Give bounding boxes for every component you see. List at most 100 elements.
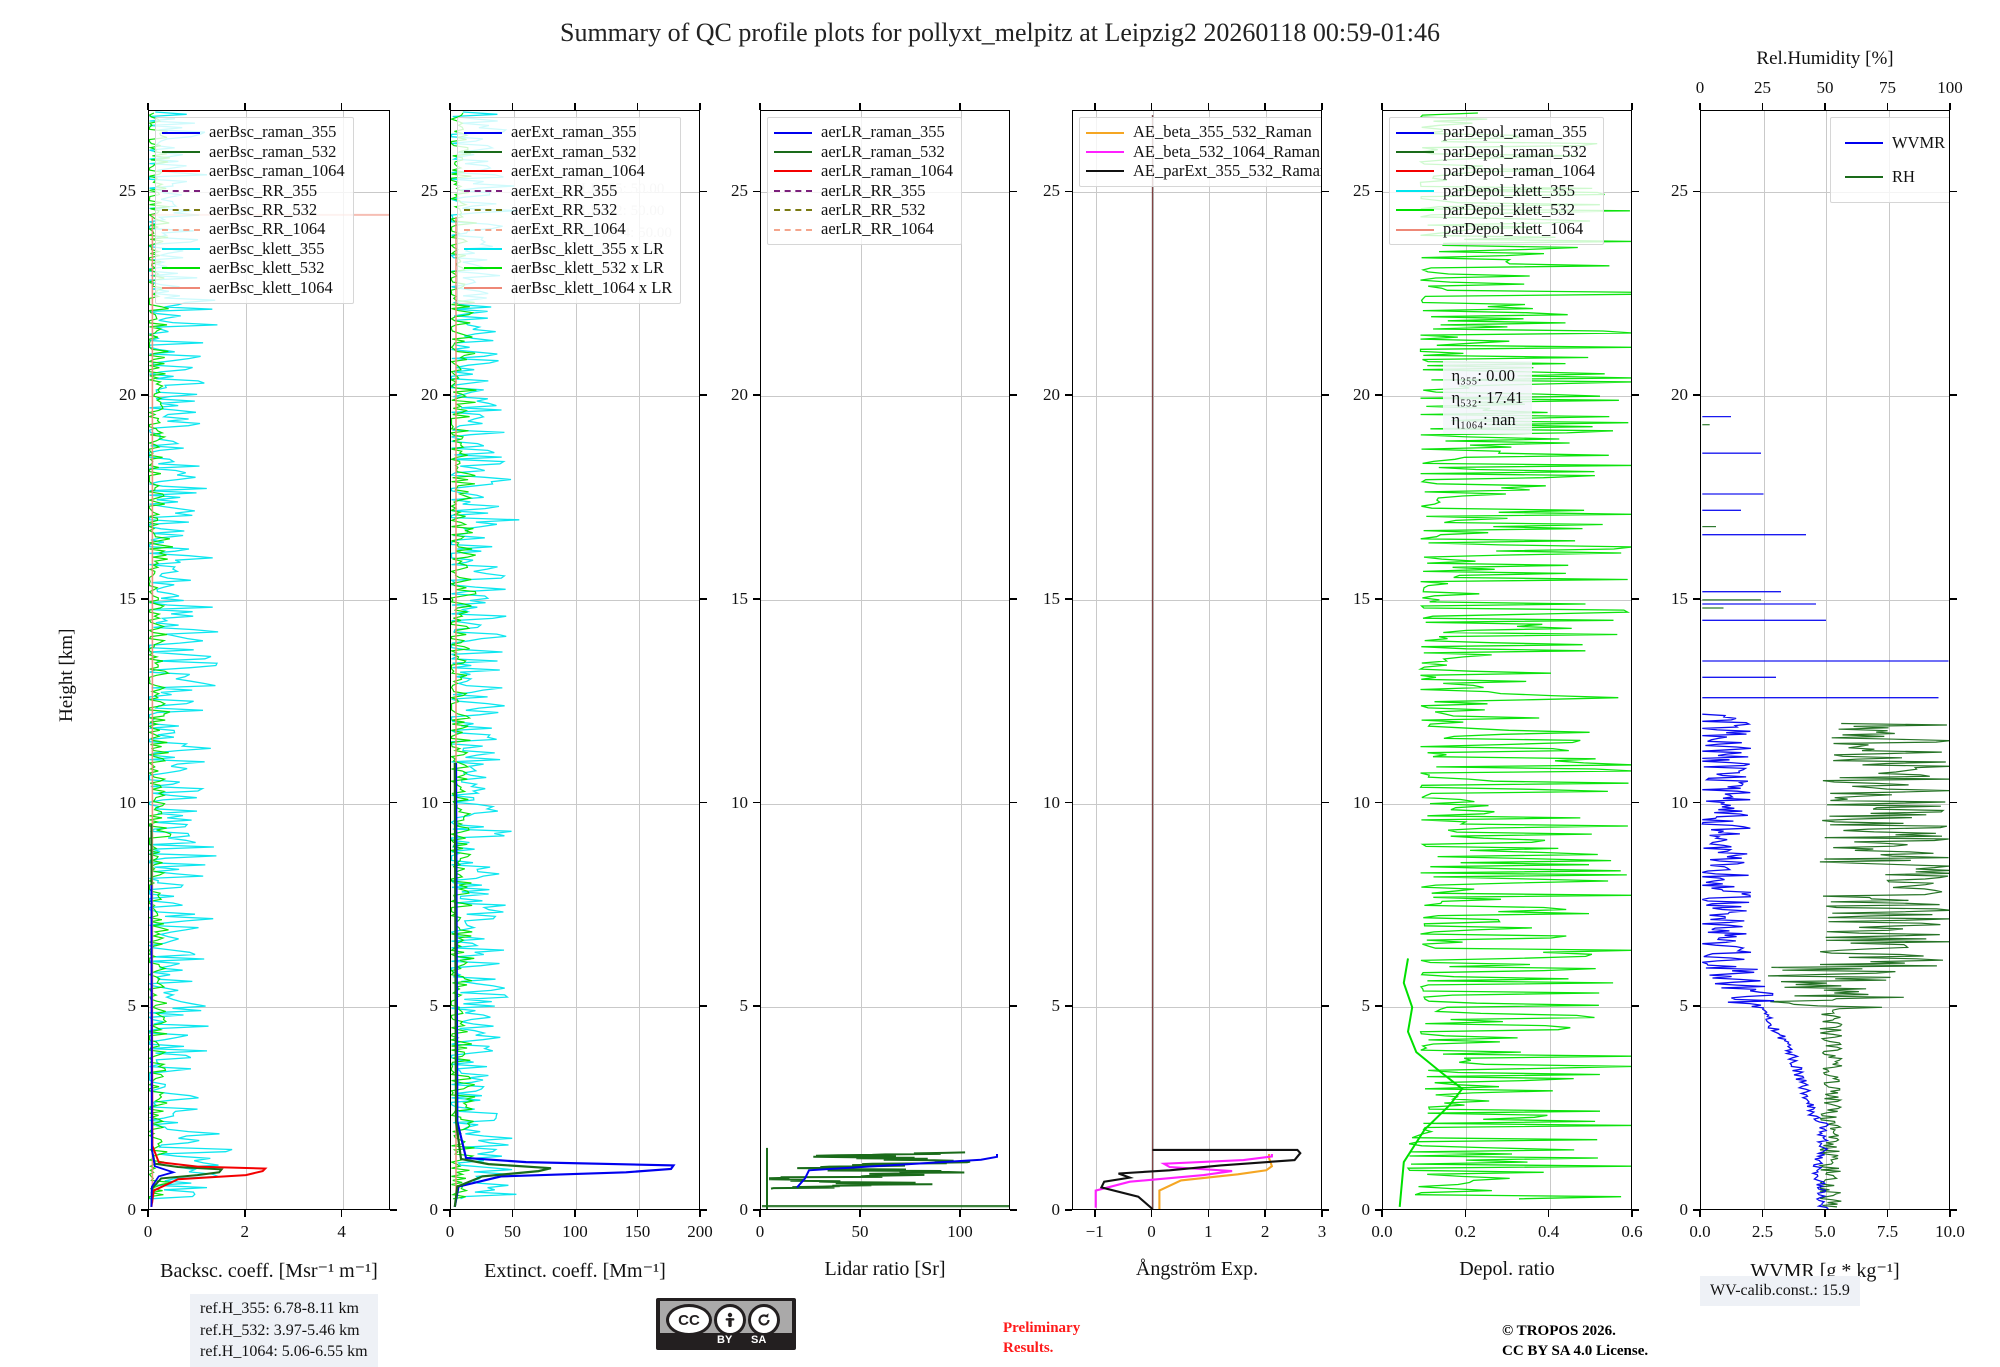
gridline-y (1701, 192, 1949, 194)
legend-item: aerBsc_klett_1064 x LR (464, 278, 672, 297)
y-tickmark-right (1322, 801, 1329, 804)
legend-item: aerBsc_klett_355 (162, 239, 345, 258)
legend-line-swatch (774, 189, 812, 192)
x-tickmark (1949, 1210, 1951, 1217)
legend-item: aerBsc_RR_355 (162, 181, 345, 200)
ref-height-line: ref.H_1064: 5.06-6.55 km (200, 1343, 368, 1361)
legend-item: aerLR_raman_355 (774, 123, 953, 142)
legend-line-swatch (1396, 189, 1434, 192)
x-tick-label: 150 (624, 1222, 651, 1241)
legend-item: aerLR_raman_1064 (774, 162, 953, 181)
legend-item: aerExt_RR_1064 (464, 220, 672, 239)
legend-extinction: aerExt_raman_355 aerExt_raman_532 aerExt_r… (457, 117, 682, 304)
legend-item-label: aerBsc_klett_532 (209, 258, 325, 278)
gridline-y (1383, 599, 1631, 601)
x-tick-label: 2 (240, 1222, 250, 1241)
y-tickmark-right (1010, 394, 1017, 396)
x-tickmark (1093, 1210, 1096, 1217)
x-tickmark (1547, 1210, 1550, 1217)
y-tickmark-right (390, 394, 397, 396)
x-tickmark-top (1264, 103, 1266, 110)
data-traces-angstrom (1094, 115, 1302, 1209)
legend-item: aerLR_RR_1064 (774, 220, 953, 239)
y-tickmark-right (1950, 190, 1957, 193)
page-title: Summary of QC profile plots for pollyxt_… (559, 18, 1441, 47)
gridline-y (1701, 599, 1949, 601)
y-tickmark-right (1950, 1005, 1957, 1008)
legend-line-swatch (162, 228, 200, 231)
legend-item: WVMR (1844, 126, 1945, 160)
gridline-x (245, 111, 247, 1209)
x-axis-label-backscatter: Backsc. coeff. [Msr⁻¹ m⁻¹] (160, 1260, 378, 1282)
gridline-y (149, 803, 389, 805)
y-tickmark-right (1632, 1005, 1639, 1008)
legend-line-swatch (162, 189, 200, 192)
y-tick-label: 0 (1051, 1200, 1061, 1219)
legend-line-swatch (162, 248, 200, 251)
legend-item-label: parDepol_raman_355 (1443, 122, 1587, 142)
y-tick-label: 0 (1361, 1200, 1371, 1219)
legend-line-swatch (774, 170, 812, 173)
legend-item: aerLR_RR_355 (774, 181, 953, 200)
copyright-line: © TROPOS 2026. (1502, 1323, 1616, 1339)
ref-height-line: ref.H_355: 6.78-8.11 km (200, 1300, 359, 1317)
x-tickmark-top (1699, 103, 1701, 110)
legend-item: aerExt_raman_355 (464, 123, 672, 142)
legend-item: parDepol_klett_355 (1396, 181, 1595, 200)
panel-depolarization: parDepol_raman_355 parDepol_raman_532 parD… (1382, 110, 1632, 1210)
legend-item-label: AE_beta_355_532_Raman (1133, 122, 1312, 142)
legend-line-swatch (162, 131, 200, 134)
y-tickmark (141, 598, 148, 600)
gridline-x (1266, 111, 1268, 1209)
x-tick-label: 0.2 (1454, 1222, 1476, 1241)
legend-item: aerBsc_raman_1064 (162, 162, 345, 181)
y-tick-label: 25 (731, 181, 748, 201)
eta-annotation-line: η₃₅₅: 0.00 (1451, 366, 1515, 385)
y-tickmark-right (390, 1005, 397, 1008)
legend-item: aerBsc_RR_532 (162, 201, 345, 220)
preliminary-line: Preliminary (1003, 1320, 1081, 1336)
y-tickmark (443, 1005, 450, 1008)
legend-line-swatch (162, 286, 200, 289)
y-tick-label: 5 (1361, 996, 1371, 1016)
y-tickmark (141, 1209, 148, 1211)
x-tickmark-top (147, 103, 149, 110)
legend-item: aerExt_RR_532 (464, 201, 672, 220)
legend-item-label: parDepol_raman_1064 (1443, 161, 1596, 181)
legend-item: aerBsc_raman_532 (162, 142, 345, 161)
y-tickmark (443, 190, 450, 193)
y-tick-label: 15 (421, 588, 438, 608)
legend-item-label: aerBsc_klett_355 x LR (511, 238, 665, 258)
x-axis-label-angstrom: Ångström Exp. (1135, 1258, 1259, 1280)
gridline-x (638, 111, 640, 1209)
legend-line-swatch (1086, 151, 1124, 154)
legend-item-label: aerExt_RR_532 (511, 200, 618, 219)
y-tick-label: 20 (1671, 385, 1688, 405)
x-tickmark-top (574, 103, 576, 110)
y-tick-label: 10 (1043, 792, 1060, 812)
x-tickmark (574, 1210, 576, 1217)
y-tick-label: 10 (1671, 792, 1688, 812)
x-tick-label: 0.6 (1621, 1222, 1643, 1241)
x-tickmark-top (1207, 103, 1210, 110)
y-tickmark-right (390, 1209, 397, 1211)
plot-area-lidar-ratio: aerLR_raman_355 aerLR_raman_532 aerLR_rama… (760, 110, 1010, 1210)
y-tickmark (1065, 801, 1072, 804)
y-tickmark (1375, 394, 1382, 396)
y-tickmark (753, 1005, 760, 1008)
gridline-y (451, 599, 699, 601)
x-tickmark-top (340, 103, 343, 110)
y-tickmark-right (1950, 598, 1957, 600)
plot-area-backscatter: aerBsc_raman_355 aerBsc_raman_532 aerBsc_r… (148, 110, 390, 1210)
x-tick-label: 0 (755, 1222, 765, 1241)
legend-line-swatch (1396, 131, 1434, 134)
gridline-y (1073, 803, 1321, 805)
x-tickmark-top (699, 103, 701, 110)
x-tickmark (859, 1210, 861, 1217)
y-tick-label: 10 (731, 792, 748, 812)
x-axis-label-extinction: Extinct. coeff. [Mm⁻¹] (484, 1260, 666, 1282)
legend-item-label: aerLR_raman_532 (821, 141, 945, 161)
x-tickmark-top (511, 103, 514, 110)
eta-annotation-line: η₁₀₆₄: nan (1451, 409, 1516, 429)
legend-line-swatch (1396, 151, 1434, 154)
